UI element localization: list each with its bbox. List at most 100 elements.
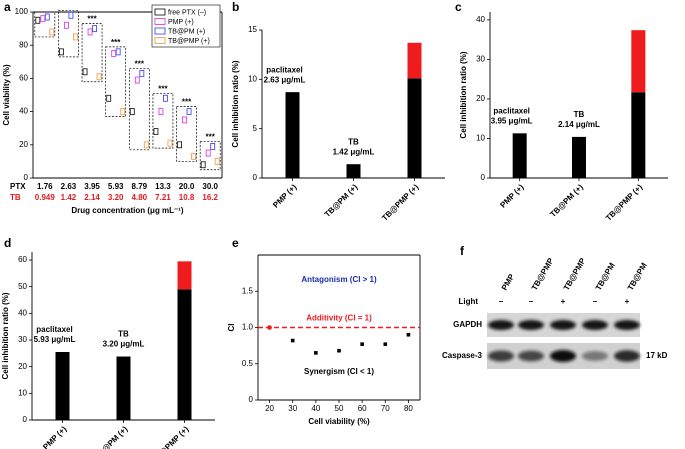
box (120, 108, 126, 116)
y-axis-label: Cell inhibition ratio (%) (231, 60, 240, 147)
y-tick-label: 30 (476, 55, 485, 64)
y-tick-label: 20 (19, 140, 28, 149)
x-tick-label: 2.14 (84, 193, 100, 202)
y-tick-label: 1.0 (242, 323, 254, 332)
significance: *** (87, 15, 97, 24)
y-tick-label: 0 (253, 173, 258, 182)
box (111, 50, 117, 57)
x-tick-label: 30.0 (202, 182, 218, 191)
box (49, 28, 55, 36)
box (153, 128, 159, 135)
y-tick-label: 40 (18, 308, 27, 317)
panel-label: a (4, 0, 11, 14)
y-tick-label: 5 (253, 124, 258, 133)
x-tick-label: 8.79 (132, 182, 148, 191)
band (582, 351, 608, 361)
box (205, 149, 211, 157)
annotation: 2.14 μg/mL (558, 120, 600, 129)
y-tick-label: 10 (248, 74, 257, 83)
x-tick-label: TB@PM (+) (93, 424, 130, 449)
point (360, 342, 364, 346)
bar (407, 42, 422, 79)
group-box (34, 11, 56, 38)
annotation: 3.95 μg/mL (491, 116, 533, 125)
point (267, 325, 272, 330)
column-label: PMP (500, 272, 517, 292)
legend-label: PMP (+) (168, 19, 194, 26)
box (40, 15, 46, 23)
column-label: TB@PM (594, 261, 617, 292)
x-tick-label: TB@PMP (+) (150, 424, 190, 449)
box (68, 11, 74, 19)
box (115, 48, 121, 56)
x-tick-label: 0.949 (35, 193, 56, 202)
box (158, 108, 164, 116)
row-label: GAPDH (453, 320, 482, 329)
box (82, 68, 88, 76)
x-tick-label: 7.21 (155, 193, 171, 202)
group-box (105, 46, 127, 117)
x-tick-label: 50 (335, 404, 344, 413)
bar (631, 92, 646, 178)
x-tick-label: 3.95 (84, 182, 100, 191)
x-tick-label: PMP (+) (41, 424, 68, 449)
x-tick-label: 3.20 (108, 193, 124, 202)
legend-swatch (154, 8, 166, 16)
group-box (58, 9, 79, 58)
box (44, 13, 50, 21)
band (582, 320, 608, 330)
x-tick-label: TB@PM (+) (548, 182, 585, 219)
y-tick-label: 100 (15, 7, 29, 16)
bar (55, 352, 70, 420)
significance: *** (182, 98, 192, 107)
y-tick-label: 40 (476, 15, 485, 24)
y-tick-label: 0 (481, 173, 486, 182)
x-tick-label: PMP (+) (498, 182, 525, 209)
significance: *** (111, 38, 121, 47)
significance: *** (135, 60, 145, 69)
legend-frame (151, 4, 221, 48)
column-label: TB@PMP (530, 256, 556, 292)
bar (285, 92, 300, 178)
panel-label: e (232, 236, 239, 250)
box (129, 108, 135, 116)
box (96, 73, 102, 81)
legend-label: TB@PM (+) (168, 28, 205, 35)
y-tick-label: 0 (23, 415, 28, 424)
x-tick-label: 16.2 (202, 193, 218, 202)
panel-label: b (232, 0, 239, 14)
box (186, 108, 192, 116)
y-tick-label: 20 (476, 94, 485, 103)
annotation: TB (348, 137, 359, 146)
y-tick-label: 60 (18, 255, 27, 264)
x-tick-label: PMP (+) (271, 182, 298, 209)
bar (346, 164, 361, 178)
light-sign: + (561, 297, 566, 306)
y-tick-label: 50 (18, 282, 27, 291)
box (177, 141, 183, 149)
group-box (199, 141, 221, 171)
y-tick-label: 20 (18, 362, 27, 371)
group-box (81, 23, 103, 83)
band (518, 320, 544, 330)
y-tick-label: 60 (19, 74, 28, 83)
y-tick-label: 80 (19, 40, 28, 49)
x-tick-label: 1.42 (61, 193, 77, 202)
box (106, 94, 112, 102)
x-tick-label: 2.63 (61, 182, 77, 191)
band (550, 350, 576, 362)
x-tick-label: 13.3 (155, 182, 171, 191)
annotation: 5.93 μg/mL (34, 335, 76, 344)
point (406, 332, 411, 337)
x-tick-label: 40 (311, 404, 320, 413)
legend-swatch (154, 27, 166, 35)
row-label: PTX (10, 182, 26, 191)
band (518, 350, 544, 362)
group-box (128, 68, 150, 151)
x-axis-label: Drug concentration (μg mL⁻¹) (71, 206, 184, 215)
annotation: 1.42 μg/mL (333, 147, 375, 156)
annotation: TB (574, 110, 585, 119)
legend-swatch (154, 18, 166, 25)
bar (177, 289, 192, 420)
